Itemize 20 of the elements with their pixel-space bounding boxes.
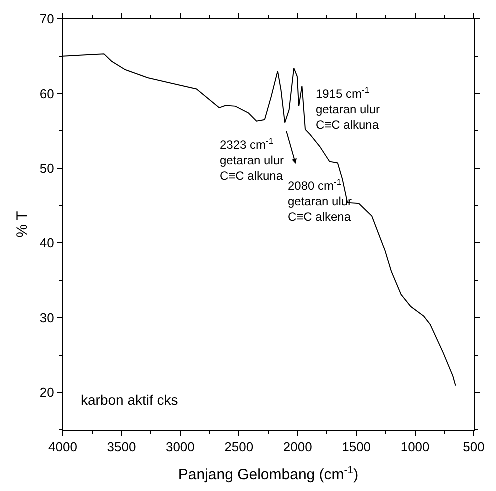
x-tick-label: 1000 xyxy=(400,440,430,455)
y-tick-label: 50 xyxy=(40,161,54,176)
y-tick-label: 40 xyxy=(40,236,54,251)
y-tick-label: 70 xyxy=(40,12,54,27)
y-tick-label: 30 xyxy=(40,310,54,326)
x-tick-label: 3000 xyxy=(166,440,195,455)
x-axis-title: Panjang Gelombang (cm$^{-1}$) xyxy=(178,464,359,484)
y-tick-label: 20 xyxy=(40,385,54,400)
x-tick-label: 2000 xyxy=(283,440,312,455)
y-axis-title: % T xyxy=(14,211,32,238)
x-tick-label: 500 xyxy=(463,440,485,455)
annotation: 1915 cm$^{-1}$ getaran ulur C≡C alkuna xyxy=(316,85,380,132)
x-tick-label: 3500 xyxy=(107,440,136,455)
annotation: karbon aktif cks xyxy=(81,392,178,408)
annotation: 2080 cm$^{-1}$ getaran ulur C≡C alkena xyxy=(288,177,352,224)
y-tick-label: 60 xyxy=(40,86,54,102)
annotation: 2323 cm$^{-1}$ getaran ulur C≡C alkuna xyxy=(220,136,284,184)
x-tick-label: 4000 xyxy=(48,440,78,455)
x-tick-label: 1500 xyxy=(342,440,372,455)
x-tick-label: 2500 xyxy=(224,440,254,455)
